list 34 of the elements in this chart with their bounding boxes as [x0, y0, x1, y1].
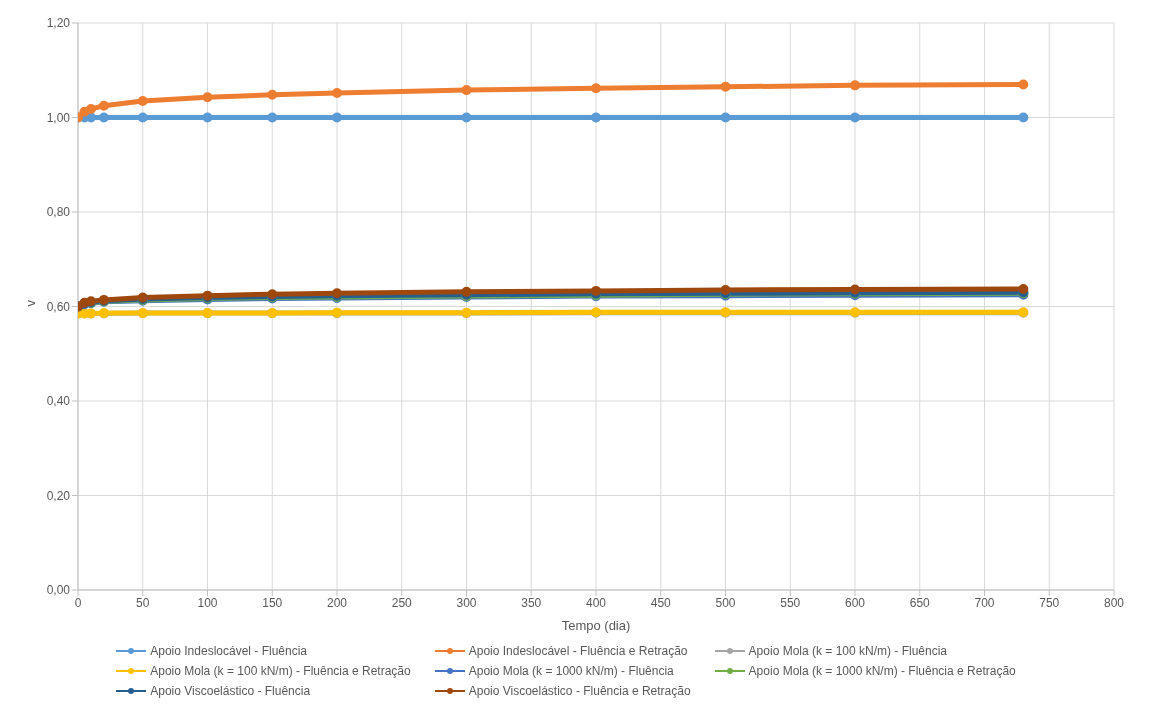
legend-label: Apoio Indeslocável - Fluência e Retração [468, 644, 688, 658]
legend-label: Apoio Mola (k = 1000 kN/m) - Fluência e Retração [748, 664, 1016, 678]
x-tick-label: 50 [136, 595, 150, 610]
y-tick-label: 1,00 [46, 110, 71, 125]
y-tick-label: 0,40 [46, 394, 71, 409]
x-tick-label: 250 [391, 595, 413, 610]
legend-label: Apoio Mola (k = 100 kN/m) - Fluência e Retração [150, 664, 411, 678]
x-tick-label: 100 [197, 595, 218, 610]
legend-label: Apoio Viscoelástico - Fluência e Retração [468, 684, 691, 698]
y-tick-label: 0,20 [46, 488, 71, 503]
x-tick-label: 200 [326, 595, 348, 610]
x-tick-label: 500 [715, 595, 736, 610]
x-tick-label: 450 [650, 595, 672, 610]
x-tick-label: 750 [1039, 595, 1060, 610]
y-tick-label: 0,00 [46, 583, 71, 598]
legend-label: Apoio Indeslocável - Fluência [150, 644, 308, 658]
legend-label: Apoio Viscoelástico - Fluência [150, 684, 311, 698]
x-tick-label: 550 [780, 595, 801, 610]
x-tick-label: 350 [521, 595, 542, 610]
x-tick-label: 150 [262, 595, 283, 610]
x-tick-label: 0 [74, 595, 82, 610]
y-tick-label: 0,80 [46, 205, 71, 220]
x-tick-label: 800 [1103, 595, 1125, 610]
x-tick-label: 300 [456, 595, 477, 610]
y-axis-title: v [22, 299, 38, 307]
x-tick-label: 650 [909, 595, 931, 610]
y-tick-label: 0,60 [46, 299, 71, 314]
x-tick-label: 600 [844, 595, 866, 610]
x-tick-label: 400 [585, 595, 607, 610]
x-axis-title: Tempo (dia) [561, 618, 631, 633]
legend-label: Apoio Mola (k = 100 kN/m) - Fluência [748, 644, 948, 658]
legend-label: Apoio Mola (k = 1000 kN/m) - Fluência [468, 664, 674, 678]
x-tick-label: 700 [974, 595, 995, 610]
y-tick-label: 1,20 [46, 16, 71, 31]
